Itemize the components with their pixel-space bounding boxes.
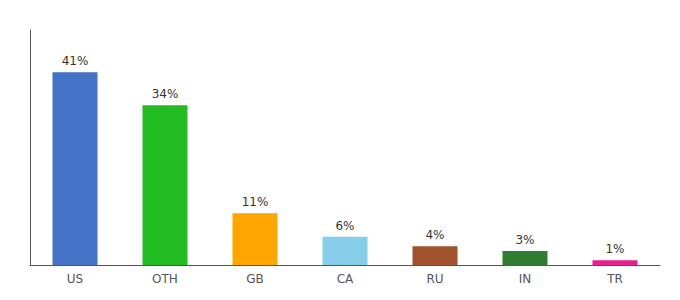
svg-text:34%: 34% [152, 87, 179, 101]
svg-text:US: US [67, 272, 83, 286]
svg-text:TR: TR [606, 272, 623, 286]
svg-text:6%: 6% [335, 219, 354, 233]
svg-text:4%: 4% [425, 228, 444, 242]
svg-text:11%: 11% [242, 195, 269, 209]
svg-text:RU: RU [426, 272, 443, 286]
svg-text:IN: IN [519, 272, 532, 286]
svg-text:3%: 3% [515, 233, 534, 247]
svg-text:1%: 1% [605, 242, 624, 256]
svg-text:41%: 41% [62, 54, 89, 68]
svg-text:CA: CA [337, 272, 354, 286]
svg-text:OTH: OTH [152, 272, 178, 286]
svg-text:GB: GB [246, 272, 264, 286]
